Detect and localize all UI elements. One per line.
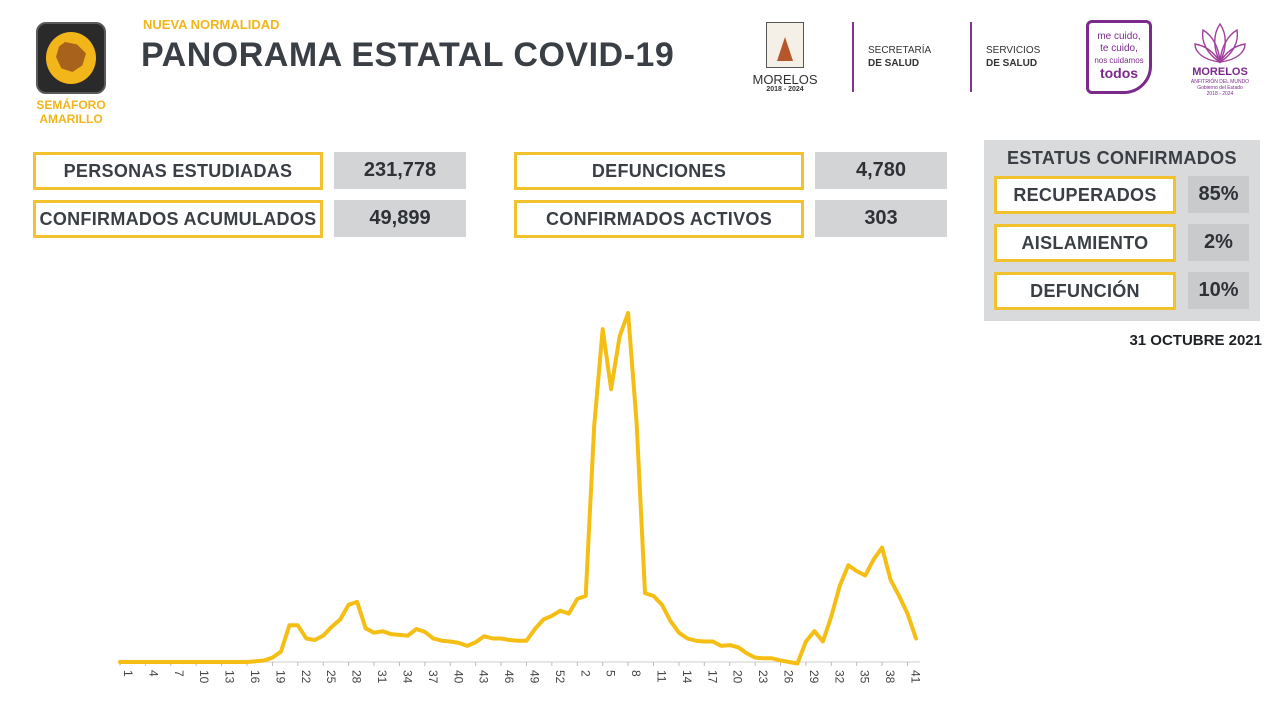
recuperados-value: 85% [1188, 176, 1249, 213]
lotus-label: MORELOS [1192, 66, 1248, 78]
x-tick-label: 5 [604, 670, 618, 677]
report-date: 31 OCTUBRE 2021 [1129, 332, 1262, 349]
semaforo-icon [36, 22, 106, 94]
x-tick-label: 40 [451, 670, 465, 684]
x-tick-label: 22 [299, 670, 313, 684]
x-tick-label: 1 [121, 670, 135, 677]
x-tick-label: 28 [350, 670, 364, 684]
status-title: ESTATUS CONFIRMADOS [1007, 148, 1237, 168]
defunciones-label: DEFUNCIONES [514, 152, 804, 190]
x-tick-label: 11 [654, 670, 668, 683]
x-tick-label: 49 [527, 670, 541, 684]
aislamiento-label: AISLAMIENTO [994, 224, 1176, 262]
x-tick-label: 43 [477, 670, 491, 684]
confirmados-acumulados-label: CONFIRMADOS ACUMULADOS [33, 200, 323, 238]
x-tick-label: 38 [883, 670, 897, 684]
morelos-label: MORELOS [752, 72, 818, 87]
recuperados-label: RECUPERADOS [994, 176, 1176, 214]
x-tick-label: 8 [629, 670, 643, 677]
x-tick-label: 31 [375, 670, 389, 684]
confirmados-activos-value: 303 [815, 200, 947, 237]
personas-estudiadas-value: 231,778 [334, 152, 466, 189]
x-tick-label: 23 [756, 670, 770, 684]
lotus-logo-icon [1194, 22, 1246, 64]
x-tick-label: 13 [223, 670, 237, 684]
x-tick-label: 10 [197, 670, 211, 684]
defuncion-label: DEFUNCIÓN [994, 272, 1176, 310]
divider [852, 22, 854, 92]
x-tick-label: 29 [807, 670, 821, 684]
x-tick-label: 41 [909, 670, 923, 684]
divider [970, 22, 972, 92]
defunciones-value: 4,780 [815, 152, 947, 189]
morelos-years: 2018 - 2024 [766, 86, 804, 93]
defuncion-value: 10% [1188, 272, 1249, 309]
personas-estudiadas-label: PERSONAS ESTUDIADAS [33, 152, 323, 190]
x-tick-label: 32 [832, 670, 846, 684]
x-tick-label: 7 [172, 670, 186, 677]
x-tick-label: 19 [273, 670, 287, 684]
x-tick-label: 35 [858, 670, 872, 684]
confirmados-acumulados-value: 49,899 [334, 200, 466, 237]
x-tick-label: 2 [578, 670, 592, 677]
x-tick-label: 14 [680, 670, 694, 684]
servicios-label: SERVICIOS DE SALUD [986, 45, 1041, 69]
x-tick-label: 34 [400, 670, 414, 684]
morelos-crest-logo [766, 22, 804, 68]
x-tick-label: 25 [324, 670, 338, 684]
x-tick-label: 16 [248, 670, 262, 684]
x-tick-label: 52 [553, 670, 567, 684]
page-subtitle: NUEVA NORMALIDAD [143, 17, 280, 32]
x-tick-label: 46 [502, 670, 516, 684]
aislamiento-value: 2% [1188, 224, 1249, 261]
page-title: PANORAMA ESTATAL COVID-19 [141, 36, 675, 74]
lotus-sublabel: ANFITRIÓN DEL MUNDO Gobierno del Estado … [1190, 79, 1250, 97]
semaforo-label: SEMÁFORO AMARILLO [36, 98, 106, 126]
covid-cases-line-chart: 1 4 7 10 13 16 19 22 25 28 31 34 37 40 43 46 49 52 2 5 8 11 14… [118, 310, 923, 684]
x-tick-label: 4 [146, 670, 160, 677]
x-tick-label: 17 [705, 670, 719, 684]
x-tick-label: 20 [731, 670, 745, 684]
cases-series-line [118, 310, 918, 666]
confirmados-activos-label: CONFIRMADOS ACTIVOS [514, 200, 804, 238]
secretaria-label: SECRETARÍA DE SALUD [868, 45, 932, 69]
x-tick-label: 26 [782, 670, 796, 684]
campaign-badge-logo: me cuido, te cuido, nos cuidamos todos [1086, 20, 1152, 94]
x-tick-label: 37 [426, 670, 440, 684]
